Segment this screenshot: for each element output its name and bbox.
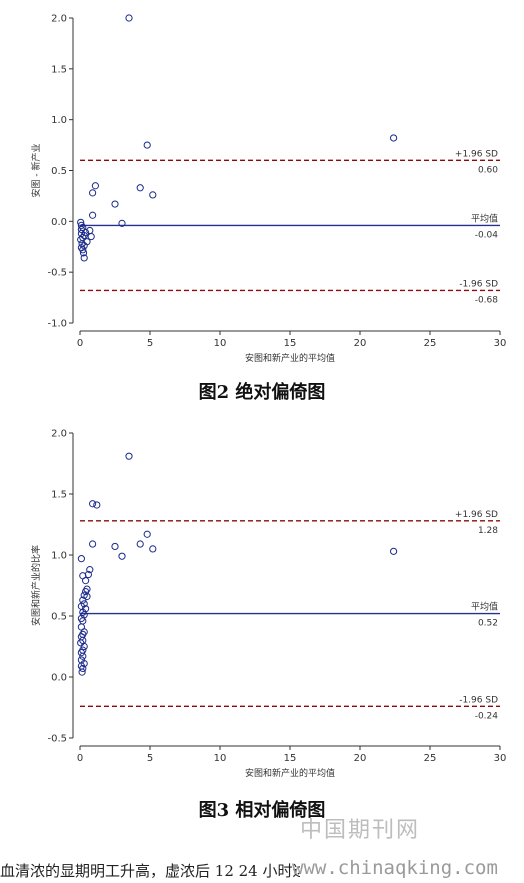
y-axis-label: 安图和新产业的比率: [30, 545, 42, 626]
reference-line-name: -1.96 SD: [459, 279, 498, 289]
y-tick-label: -0.5: [47, 734, 67, 745]
x-tick-label: 20: [354, 753, 367, 764]
reference-line-value: 0.52: [478, 619, 498, 629]
reference-line-name: -1.96 SD: [459, 695, 498, 705]
x-tick-label: 10: [214, 338, 227, 349]
watermark-url: www.chinaqking.com: [292, 857, 498, 879]
relative-bias-chart: -0.5 0.0 0.5 1.0 1.5 2.0 0 5 10 15 20 25 30 安图和新产业的平均…: [30, 429, 507, 780]
data-point: [79, 652, 87, 660]
data-point: [136, 184, 144, 192]
y-tick-label: 1.0: [51, 551, 67, 562]
data-point: [143, 530, 151, 538]
absolute-bias-chart: -1.0 -0.5 0.0 0.5 1.0 1.5 2.0 0 5 10 15 20 25 30 安图和新产…: [30, 14, 507, 365]
data-point: [79, 249, 88, 257]
x-tick-label: 15: [284, 753, 297, 764]
data-point: [89, 211, 97, 219]
data-point: [118, 219, 126, 227]
x-tick-label: 25: [424, 338, 437, 349]
data-point: [83, 592, 91, 601]
cut-off-body-text: 血清浓的显期明工升高，虚浓后 12 24 小时达到高峰 与: [0, 862, 300, 880]
data-point: [89, 540, 97, 548]
y-tick-label: 0.5: [51, 166, 67, 177]
data-point: [77, 236, 85, 244]
y-tick-label: 0.0: [51, 673, 67, 684]
chart1-caption: 图2 绝对偏倚图: [198, 382, 326, 403]
data-point: [78, 668, 86, 676]
data-point: [111, 200, 119, 208]
data-point: [89, 189, 97, 197]
x-axis-label: 安图和新产业的平均值: [245, 352, 335, 364]
data-point: [77, 649, 86, 657]
data-point: [390, 134, 398, 142]
x-axis-label: 安图和新产业的平均值: [245, 767, 335, 779]
reference-line-name: 平均值: [471, 601, 498, 613]
data-point: [125, 14, 133, 22]
data-point: [77, 555, 86, 563]
data-point: [91, 182, 100, 190]
data-point: [93, 501, 101, 509]
data-point: [80, 254, 88, 262]
y-tick-label: 2.0: [51, 14, 67, 25]
reference-line-name: +1.96 SD: [455, 149, 498, 159]
y-tick-label: 1.5: [51, 490, 67, 501]
data-point: [87, 232, 95, 241]
x-tick-label: 0: [77, 753, 83, 764]
y-tick-label: 0.0: [51, 217, 67, 228]
x-tick-label: 5: [147, 338, 153, 349]
reference-line-value: -0.04: [475, 230, 499, 240]
y-tick-label: 2.0: [51, 429, 67, 440]
data-point: [86, 566, 94, 574]
data-point: [143, 141, 151, 149]
reference-line-name: 平均值: [471, 212, 498, 224]
x-tick-label: 5: [147, 753, 153, 764]
data-point: [149, 545, 157, 553]
x-tick-label: 0: [77, 338, 83, 349]
reference-line-value: -0.68: [475, 295, 499, 305]
data-point: [125, 452, 133, 460]
chart2-caption: 图3 相对偏倚图: [198, 800, 326, 821]
x-tick-label: 30: [494, 338, 507, 349]
data-point: [80, 231, 88, 240]
watermark-chinese: 中国期刊网: [300, 818, 421, 843]
y-tick-label: -1.0: [47, 319, 67, 330]
x-tick-label: 10: [214, 753, 227, 764]
data-point: [79, 664, 87, 673]
y-tick-label: -0.5: [47, 268, 67, 279]
y-tick-label: 1.5: [51, 64, 67, 75]
data-point: [77, 221, 86, 229]
data-point: [118, 552, 126, 560]
reference-line-name: +1.96 SD: [455, 510, 498, 520]
data-point: [136, 540, 144, 548]
x-tick-label: 25: [424, 753, 437, 764]
data-point: [111, 542, 119, 551]
reference-line-value: 0.60: [478, 165, 498, 175]
x-tick-label: 30: [494, 753, 507, 764]
y-tick-label: 1.0: [51, 115, 67, 126]
data-point: [82, 588, 90, 596]
data-point: [82, 577, 90, 585]
reference-line-value: 1.28: [478, 526, 498, 536]
data-point: [89, 500, 97, 508]
reference-line-value: -0.24: [475, 711, 499, 721]
data-point: [149, 191, 157, 199]
y-axis-label: 安图 - 新产业: [30, 144, 42, 198]
data-point: [80, 642, 88, 651]
data-point: [390, 547, 398, 555]
y-tick-label: 0.5: [51, 612, 67, 623]
data-point: [79, 246, 87, 254]
x-tick-label: 15: [284, 338, 297, 349]
x-tick-label: 20: [354, 338, 367, 349]
